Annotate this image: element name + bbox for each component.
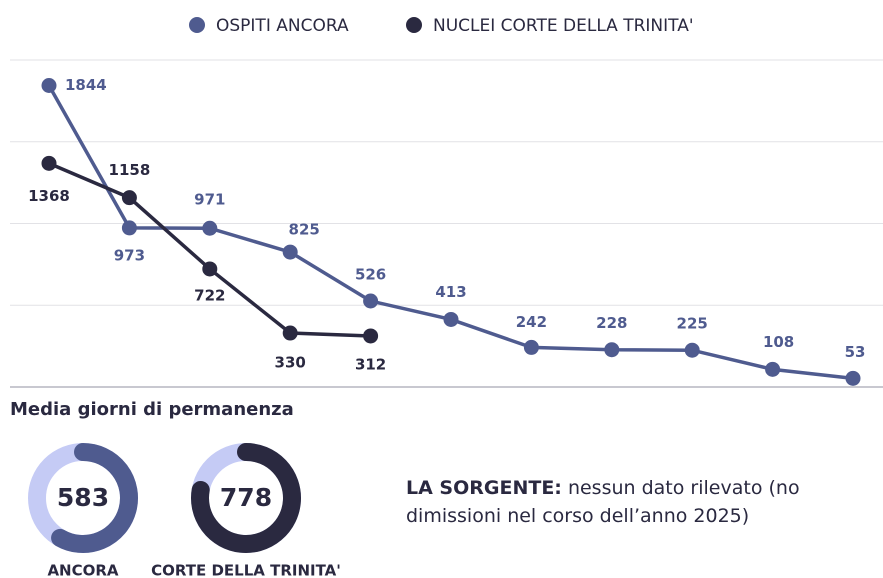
donut-arc [51,443,138,553]
point [604,342,620,358]
point [523,339,539,355]
point [202,220,218,236]
point [282,244,298,260]
note-text: nessun dato rilevato (no dimissioni nel … [406,477,800,527]
point [202,261,218,277]
point [845,370,861,386]
legend-marker [406,17,422,33]
data-label: 971 [194,191,225,209]
donut-arc [191,443,301,553]
point [121,220,137,236]
data-label: 312 [355,355,386,373]
donut-value: 778 [220,483,272,512]
data-label: 1844 [65,76,107,94]
point [684,342,700,358]
point [121,190,137,206]
point [41,155,57,171]
data-label: 330 [275,354,306,372]
data-label: 53 [845,343,866,361]
series-line [48,161,371,338]
legend-marker [189,17,205,33]
donut-label: ANCORA [47,562,118,578]
data-label: 228 [596,314,627,332]
donut-label: CORTE DELLA TRINITA' [151,562,341,578]
data-label: 825 [289,221,320,239]
point [765,361,781,377]
data-label: 108 [763,333,794,351]
legend-label: OSPITI ANCORA [216,16,349,36]
donut-title: Media giorni di permanenza [10,399,294,420]
data-label: 225 [677,315,708,333]
point [443,311,459,327]
legend-label: NUCLEI CORTE DELLA TRINITA' [433,16,694,36]
data-label: 242 [516,313,547,331]
data-label: 973 [114,246,145,264]
point [282,325,298,341]
point [363,328,379,344]
point [363,293,379,309]
donut-value: 583 [57,483,109,512]
note: LA SORGENTE: nessun dato rilevato (no di… [406,474,846,530]
note-label: LA SORGENTE: [406,477,562,499]
data-label: 413 [435,283,466,301]
data-label: 526 [355,265,386,283]
data-label: 1368 [28,187,70,205]
point [41,78,57,94]
data-label: 1158 [109,161,151,179]
data-label: 722 [194,286,225,304]
